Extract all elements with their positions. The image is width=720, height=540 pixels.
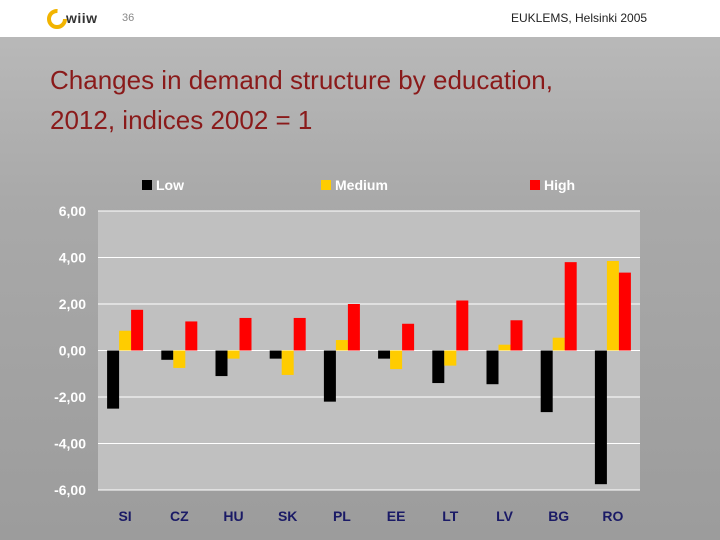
x-tick-label: PL: [333, 508, 351, 524]
legend-label-high: High: [544, 177, 575, 193]
bar-high-lt: [456, 300, 469, 351]
x-tick-label: HU: [223, 508, 243, 524]
slide-title-line-1: Changes in demand structure by education…: [50, 65, 553, 95]
x-tick-label: CZ: [170, 508, 189, 524]
bar-low-lt: [432, 350, 445, 384]
bar-medium-si: [119, 330, 132, 351]
x-tick-label: RO: [602, 508, 623, 524]
bar-medium-hu: [227, 350, 240, 359]
y-tick-label: 0,00: [59, 343, 86, 359]
legend-label-medium: Medium: [335, 177, 388, 193]
bar-high-pl: [347, 304, 360, 351]
legend-swatch-low: [142, 180, 152, 190]
slide-title-line-2: 2012, indices 2002 = 1: [50, 105, 313, 135]
x-tick-label: LV: [496, 508, 514, 524]
bar-medium-sk: [281, 350, 294, 375]
wiiw-logo-icon: [47, 9, 67, 29]
bar-medium-ro: [606, 260, 619, 351]
x-tick-label: SI: [118, 508, 131, 524]
y-tick-label: -2,00: [54, 389, 86, 405]
slide-header: wiiw 36 EUKLEMS, Helsinki 2005: [0, 0, 720, 37]
bar-low-ee: [378, 350, 391, 359]
legend-label-low: Low: [156, 177, 184, 193]
bar-low-hu: [215, 350, 228, 377]
bar-low-cz: [161, 350, 174, 360]
bar-low-pl: [323, 350, 336, 402]
page-number: 36: [122, 12, 135, 24]
x-tick-label: EE: [387, 508, 406, 524]
bar-low-si: [107, 350, 120, 409]
x-tick-label: LT: [442, 508, 459, 524]
y-tick-label: 6,00: [59, 203, 86, 219]
x-tick-label: SK: [278, 508, 297, 524]
bar-high-sk: [293, 317, 306, 351]
y-tick-label: -6,00: [54, 482, 86, 498]
bar-low-bg: [540, 350, 553, 413]
legend-swatch-high: [530, 180, 540, 190]
bar-medium-pl: [335, 340, 348, 351]
bar-high-cz: [185, 321, 198, 351]
bar-medium-cz: [173, 350, 186, 368]
bar-high-bg: [564, 262, 577, 351]
bar-low-sk: [269, 350, 282, 359]
x-tick-label: BG: [548, 508, 569, 524]
slide-title: Changes in demand structure by education…: [50, 60, 710, 140]
bar-medium-lt: [444, 350, 457, 366]
y-tick-label: 4,00: [59, 250, 86, 266]
bar-high-si: [131, 309, 144, 351]
y-tick-label: -4,00: [54, 436, 86, 452]
bar-medium-lv: [498, 344, 511, 351]
bar-medium-ee: [390, 350, 403, 370]
bar-high-hu: [239, 317, 252, 351]
legend-swatch-medium: [321, 180, 331, 190]
bar-low-lv: [486, 350, 499, 385]
bar-high-lv: [510, 320, 523, 351]
conference-label: EUKLEMS, Helsinki 2005: [511, 11, 648, 25]
y-tick-label: 2,00: [59, 296, 86, 312]
bar-high-ee: [402, 323, 415, 351]
bar-high-ro: [618, 272, 631, 351]
bar-medium-bg: [552, 337, 565, 351]
bar-low-ro: [594, 350, 607, 485]
logo-text: wiiw: [66, 10, 98, 26]
